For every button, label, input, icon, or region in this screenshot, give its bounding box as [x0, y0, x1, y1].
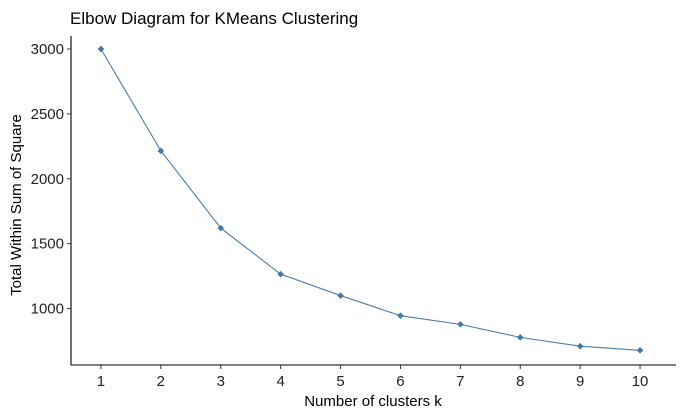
x-tick-label: 9	[576, 373, 584, 390]
series-line	[100, 48, 641, 351]
y-tick-label: 2500	[31, 106, 64, 123]
axes	[70, 36, 676, 366]
x-axis-ticks: 1 2 3 4 5 6 7 8 9 10	[97, 365, 649, 390]
data-point	[157, 147, 165, 155]
data-point	[636, 347, 644, 354]
y-tick-label: 1500	[31, 236, 64, 253]
y-axis-label: Total Within Sum of Square	[8, 114, 25, 296]
x-tick-label: 6	[396, 373, 404, 390]
x-tick-label: 10	[632, 373, 649, 390]
data-point	[457, 321, 464, 328]
y-axis-ticks: 1000 1500 2000 2500 3000	[31, 41, 71, 318]
data-point	[217, 224, 225, 232]
x-tick-label: 2	[157, 373, 165, 390]
y-tick-label: 3000	[31, 41, 64, 58]
x-tick-label: 5	[336, 373, 344, 390]
data-point	[397, 312, 404, 319]
x-tick-label: 1	[97, 373, 105, 390]
chart-title: Elbow Diagram for KMeans Clustering	[70, 9, 358, 28]
data-point	[277, 270, 284, 278]
y-tick-label: 1000	[31, 301, 64, 318]
x-tick-label: 7	[456, 373, 464, 390]
x-tick-label: 8	[516, 373, 524, 390]
data-point	[337, 292, 344, 299]
x-axis-label: Number of clusters k	[304, 393, 442, 410]
series-group	[97, 45, 644, 354]
data-point	[516, 334, 524, 341]
y-tick-label: 2000	[31, 171, 64, 188]
x-tick-label: 4	[276, 373, 284, 390]
x-tick-label: 3	[217, 373, 225, 390]
data-point	[97, 45, 105, 53]
data-point	[576, 342, 584, 350]
